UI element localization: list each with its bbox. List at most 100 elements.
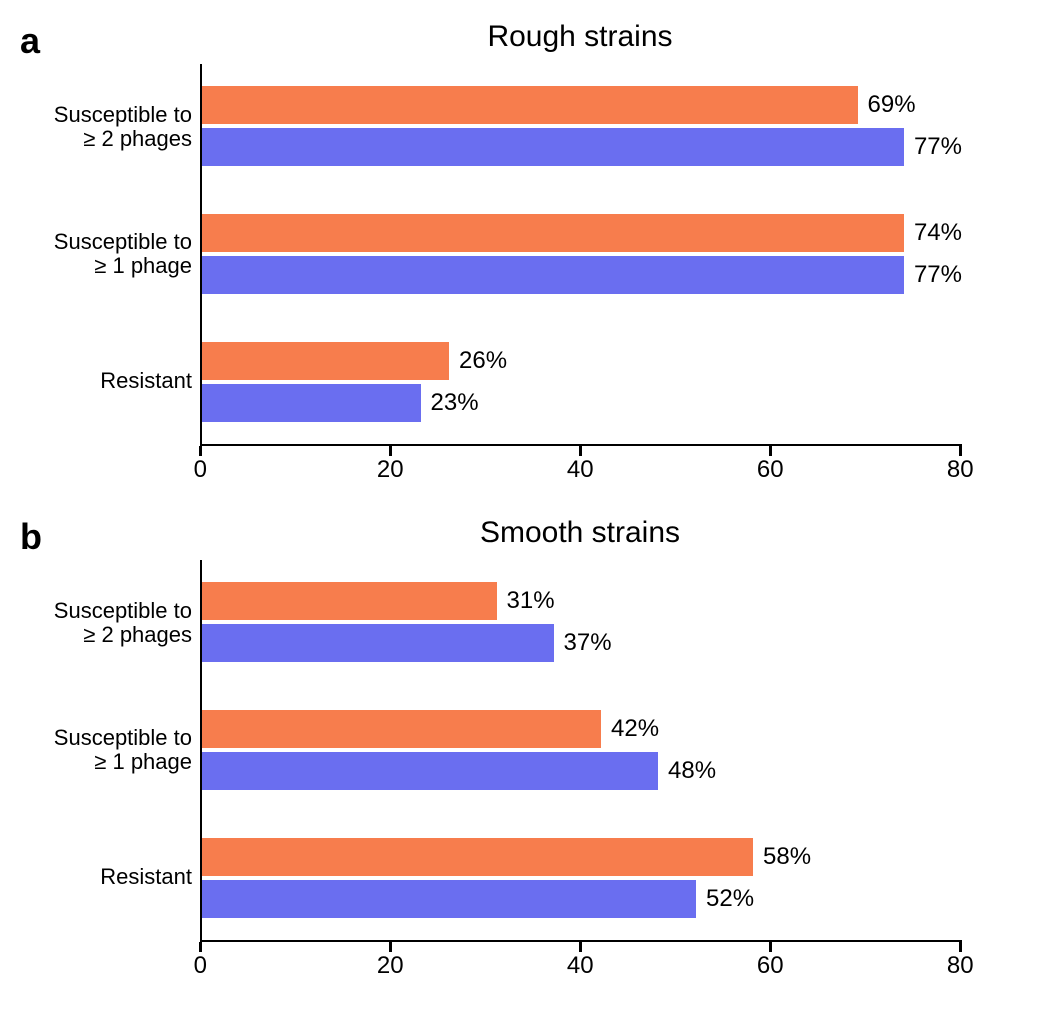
bars-container: 31% 37% 42% 48% 58% 52%	[202, 560, 962, 940]
tick-mark	[389, 446, 392, 456]
bar	[202, 624, 554, 662]
bar-value-label: 58%	[763, 843, 811, 871]
bar-group: 74% 77%	[202, 214, 962, 294]
category-label: Susceptible to≥ 2 phages	[20, 583, 200, 663]
y-axis-labels: Susceptible to≥ 2 phagesSusceptible to≥ …	[20, 64, 200, 444]
bar-row: 74%	[202, 214, 962, 252]
tick-mark	[579, 942, 582, 952]
bar-row: 58%	[202, 838, 962, 876]
x-tick: 60	[769, 942, 772, 952]
plot-area: 69% 77% 74% 77% 26% 23%	[200, 64, 962, 446]
bar-row: 26%	[202, 342, 962, 380]
bar-group: 42% 48%	[202, 710, 962, 790]
tick-label: 40	[567, 952, 594, 980]
category-label-line: Resistant	[20, 369, 192, 393]
bar	[202, 710, 601, 748]
bar-row: 23%	[202, 384, 962, 422]
x-tick: 0	[199, 942, 202, 952]
bar-value-label: 77%	[914, 133, 962, 161]
tick-label: 80	[947, 456, 974, 484]
x-axis: 020406080	[200, 942, 960, 982]
bar-value-label: 42%	[611, 715, 659, 743]
category-label: Susceptible to≥ 2 phages	[20, 87, 200, 167]
category-label: Resistant	[20, 837, 200, 917]
bar-value-label: 48%	[668, 757, 716, 785]
bar	[202, 384, 421, 422]
panel-b: bSmooth strainsSusceptible to≥ 2 phagesS…	[20, 516, 1030, 982]
bar-row: 69%	[202, 86, 962, 124]
bar-value-label: 26%	[459, 347, 507, 375]
bar-value-label: 31%	[507, 587, 555, 615]
tick-label: 0	[194, 952, 207, 980]
bar-group: 58% 52%	[202, 838, 962, 918]
category-label-line: ≥ 1 phage	[20, 254, 192, 278]
bar-row: 52%	[202, 880, 962, 918]
bar	[202, 128, 904, 166]
bar-group: 69% 77%	[202, 86, 962, 166]
tick-label: 60	[757, 456, 784, 484]
chart-title: Smooth strains	[200, 516, 960, 550]
category-label: Susceptible to≥ 1 phage	[20, 710, 200, 790]
bar-group: 26% 23%	[202, 342, 962, 422]
category-label-line: Susceptible to	[20, 726, 192, 750]
category-label-line: ≥ 2 phages	[20, 623, 192, 647]
tick-mark	[769, 942, 772, 952]
plot-area: 31% 37% 42% 48% 58% 52%	[200, 560, 962, 942]
bar	[202, 342, 449, 380]
tick-mark	[579, 446, 582, 456]
bar-value-label: 77%	[914, 261, 962, 289]
bar-row: 37%	[202, 624, 962, 662]
x-axis: 020406080	[200, 446, 960, 486]
figure-root: aRough strainsSusceptible to≥ 2 phagesSu…	[20, 20, 1030, 982]
chart-area: Susceptible to≥ 2 phagesSusceptible to≥ …	[20, 64, 1030, 446]
x-tick: 40	[579, 942, 582, 952]
x-tick: 80	[959, 446, 962, 456]
bar	[202, 880, 696, 918]
bar-row: 77%	[202, 128, 962, 166]
tick-label: 20	[377, 456, 404, 484]
tick-label: 20	[377, 952, 404, 980]
bar	[202, 86, 858, 124]
category-label-line: ≥ 1 phage	[20, 750, 192, 774]
bar-value-label: 52%	[706, 885, 754, 913]
bar	[202, 752, 658, 790]
bar-row: 77%	[202, 256, 962, 294]
x-tick: 60	[769, 446, 772, 456]
tick-label: 60	[757, 952, 784, 980]
bar-row: 42%	[202, 710, 962, 748]
x-tick: 40	[579, 446, 582, 456]
bar	[202, 214, 904, 252]
bar-value-label: 23%	[431, 389, 479, 417]
category-label-line: Resistant	[20, 865, 192, 889]
tick-label: 80	[947, 952, 974, 980]
chart-area: Susceptible to≥ 2 phagesSusceptible to≥ …	[20, 560, 1030, 942]
tick-mark	[199, 446, 202, 456]
tick-mark	[959, 942, 962, 952]
x-tick: 20	[389, 446, 392, 456]
panel-letter: b	[20, 516, 42, 558]
tick-label: 40	[567, 456, 594, 484]
bar	[202, 582, 497, 620]
x-tick: 20	[389, 942, 392, 952]
category-label-line: ≥ 2 phages	[20, 127, 192, 151]
bars-container: 69% 77% 74% 77% 26% 23%	[202, 64, 962, 444]
category-label-line: Susceptible to	[20, 599, 192, 623]
bar-row: 48%	[202, 752, 962, 790]
y-axis-labels: Susceptible to≥ 2 phagesSusceptible to≥ …	[20, 560, 200, 940]
category-label: Resistant	[20, 341, 200, 421]
bar-value-label: 37%	[564, 629, 612, 657]
bar	[202, 256, 904, 294]
chart-title: Rough strains	[200, 20, 960, 54]
category-label-line: Susceptible to	[20, 103, 192, 127]
tick-mark	[959, 446, 962, 456]
bar-row: 31%	[202, 582, 962, 620]
bar-value-label: 74%	[914, 219, 962, 247]
bar-group: 31% 37%	[202, 582, 962, 662]
tick-label: 0	[194, 456, 207, 484]
tick-mark	[769, 446, 772, 456]
bar-value-label: 69%	[868, 91, 916, 119]
category-label: Susceptible to≥ 1 phage	[20, 214, 200, 294]
category-label-line: Susceptible to	[20, 230, 192, 254]
tick-mark	[389, 942, 392, 952]
bar	[202, 838, 753, 876]
